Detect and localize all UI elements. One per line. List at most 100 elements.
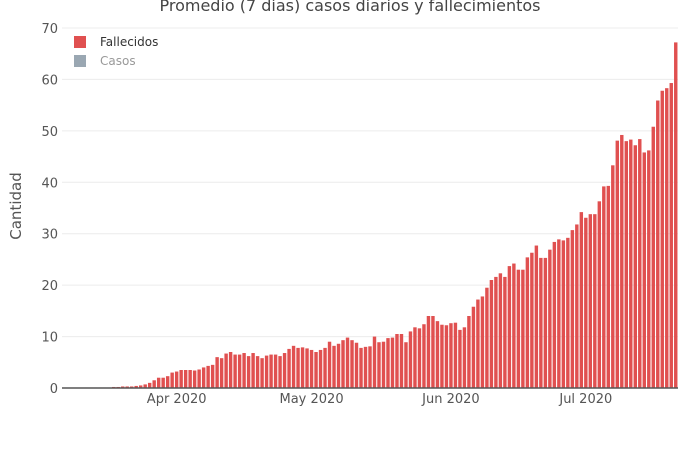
bar[interactable]	[341, 340, 345, 388]
bar[interactable]	[638, 139, 642, 388]
bar[interactable]	[548, 249, 552, 388]
bar[interactable]	[575, 224, 579, 388]
bar[interactable]	[269, 354, 273, 388]
bar[interactable]	[129, 386, 134, 388]
bar[interactable]	[260, 358, 264, 388]
bar[interactable]	[363, 346, 368, 388]
bar[interactable]	[399, 334, 404, 388]
bar[interactable]	[543, 257, 548, 388]
bar[interactable]	[188, 370, 192, 388]
bar[interactable]	[516, 269, 521, 388]
bar[interactable]	[431, 316, 435, 388]
bar[interactable]	[350, 340, 354, 388]
bar[interactable]	[651, 126, 655, 389]
bar[interactable]	[539, 257, 543, 388]
legend-item-casos[interactable]: Casos	[74, 51, 158, 70]
bar[interactable]	[507, 266, 512, 388]
bar[interactable]	[255, 356, 260, 388]
bar[interactable]	[282, 353, 287, 388]
bar[interactable]	[390, 337, 395, 388]
bar[interactable]	[453, 322, 458, 388]
bar[interactable]	[206, 365, 210, 388]
bar[interactable]	[368, 346, 372, 388]
bar[interactable]	[305, 348, 309, 388]
bar[interactable]	[147, 382, 152, 388]
bar[interactable]	[602, 186, 606, 388]
bar[interactable]	[579, 212, 584, 388]
bar[interactable]	[138, 385, 143, 388]
bar[interactable]	[561, 240, 566, 388]
bar[interactable]	[669, 83, 673, 388]
bar[interactable]	[498, 273, 503, 388]
bar[interactable]	[125, 386, 129, 388]
bar[interactable]	[300, 347, 305, 388]
bar[interactable]	[327, 341, 332, 388]
bar[interactable]	[242, 353, 246, 388]
bar[interactable]	[372, 336, 377, 388]
bar[interactable]	[219, 358, 224, 388]
bar[interactable]	[435, 321, 440, 388]
bar[interactable]	[588, 214, 593, 388]
bar[interactable]	[228, 352, 233, 388]
bar[interactable]	[354, 342, 359, 388]
bar[interactable]	[170, 372, 174, 388]
bar[interactable]	[606, 185, 611, 388]
bar[interactable]	[197, 369, 201, 388]
bar[interactable]	[426, 316, 431, 388]
bar[interactable]	[278, 356, 282, 388]
bar[interactable]	[246, 356, 251, 388]
bar[interactable]	[642, 152, 646, 388]
bar[interactable]	[530, 252, 534, 388]
bar[interactable]	[318, 349, 323, 388]
bar[interactable]	[449, 323, 453, 388]
bar[interactable]	[629, 139, 633, 388]
bar[interactable]	[489, 280, 494, 388]
bar[interactable]	[656, 100, 660, 388]
bar[interactable]	[417, 328, 422, 388]
bar[interactable]	[584, 217, 588, 388]
bar[interactable]	[336, 343, 341, 388]
bar[interactable]	[557, 239, 561, 388]
bar[interactable]	[476, 299, 480, 388]
bar[interactable]	[597, 201, 602, 388]
bar[interactable]	[273, 354, 278, 388]
bar[interactable]	[287, 348, 291, 388]
bar[interactable]	[503, 276, 507, 388]
bar[interactable]	[210, 364, 215, 388]
bar[interactable]	[296, 347, 300, 388]
bar[interactable]	[611, 165, 615, 388]
bar[interactable]	[192, 370, 197, 388]
bar[interactable]	[323, 347, 327, 388]
bar[interactable]	[156, 377, 161, 388]
bar[interactable]	[134, 385, 138, 388]
bar[interactable]	[314, 352, 318, 388]
bar[interactable]	[665, 88, 669, 389]
bar[interactable]	[237, 354, 242, 388]
bar[interactable]	[359, 347, 363, 388]
bar[interactable]	[161, 377, 165, 388]
bar[interactable]	[381, 341, 386, 388]
bar[interactable]	[458, 329, 462, 388]
bar[interactable]	[593, 214, 597, 388]
bar[interactable]	[444, 325, 449, 388]
bar[interactable]	[480, 296, 485, 388]
bar[interactable]	[179, 370, 183, 388]
bar[interactable]	[440, 324, 444, 388]
bar[interactable]	[332, 345, 336, 388]
bar[interactable]	[395, 334, 399, 388]
bar[interactable]	[462, 327, 467, 388]
bar[interactable]	[570, 230, 575, 388]
bar[interactable]	[615, 140, 620, 388]
bar[interactable]	[633, 145, 637, 388]
bar[interactable]	[291, 345, 296, 388]
bar[interactable]	[624, 141, 628, 388]
bar[interactable]	[143, 384, 147, 388]
bar[interactable]	[512, 263, 516, 388]
bar[interactable]	[525, 257, 530, 388]
bar[interactable]	[552, 241, 557, 388]
legend-item-fallecidos[interactable]: Fallecidos	[74, 32, 158, 51]
bar[interactable]	[309, 349, 314, 388]
bar[interactable]	[345, 337, 350, 388]
bar[interactable]	[201, 367, 206, 388]
bar[interactable]	[413, 327, 417, 388]
